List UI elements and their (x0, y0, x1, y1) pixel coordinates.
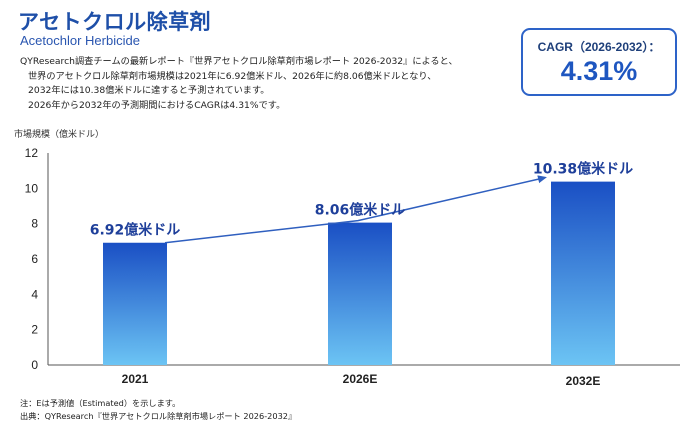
x-tick-label: 2026E (343, 372, 378, 386)
page-subtitle: Acetochlor Herbicide (20, 33, 140, 48)
bar (103, 242, 167, 365)
description-line: 2032年には10.38億米ドルに達すると予測されています。 (28, 85, 270, 96)
trend-arrow (164, 175, 547, 244)
data-label: 8.06億米ドル (315, 202, 406, 219)
description-text: QYResearch調査チームの最新レポート『世界アセトクロル除草剤市場レポート… (20, 55, 500, 113)
x-tick-label: 2032E (566, 374, 601, 388)
x-tick-label: 2021 (122, 372, 149, 386)
description-line: 世界のアセトクロル除草剤市場規模は2021年に6.92億米ドル、2026年に約8… (28, 70, 437, 82)
y-tick-label: 12 (25, 146, 39, 160)
description-line: QYResearch調査チームの最新レポート『世界アセトクロル除草剤市場レポート… (20, 56, 458, 67)
data-label: 10.38億米ドル (533, 161, 633, 178)
cagr-label: CAGR（2026-2032）： (537, 40, 661, 54)
y-tick-label: 10 (25, 181, 39, 195)
bar (328, 222, 392, 365)
description-line: 2026年から2032年の予測期間におけるCAGRは4.31%です。 (28, 99, 286, 111)
y-tick-label: 2 (31, 323, 38, 337)
footnotes: 注：Eは予測値（Estimated）を示します。 出典：QYResearch『世… (20, 397, 296, 422)
cagr-value: 4.31% (560, 56, 638, 86)
data-label: 6.92億米ドル (90, 222, 181, 239)
y-tick-label: 4 (31, 287, 38, 301)
y-tick-label: 8 (31, 217, 38, 231)
note-text: 注：Eは予測値（Estimated）を示します。 (20, 398, 181, 408)
bar-chart: 0 2 4 6 8 10 12 6.92億米ドル 8.06億米ドル 10.38億米ドル 2021 20… (25, 146, 680, 388)
page-title: アセトクロル除草剤 (18, 10, 212, 34)
y-tick-label: 0 (31, 358, 38, 372)
bar (551, 181, 615, 365)
source-text: 出典：QYResearch『世界アセトクロル除草剤市場レポート 2026-203… (20, 410, 297, 421)
y-tick-label: 6 (31, 252, 38, 266)
cagr-box: CAGR（2026-2032）： 4.31% (521, 28, 677, 96)
y-axis-label: 市場規模（億米ドル） (14, 130, 105, 140)
